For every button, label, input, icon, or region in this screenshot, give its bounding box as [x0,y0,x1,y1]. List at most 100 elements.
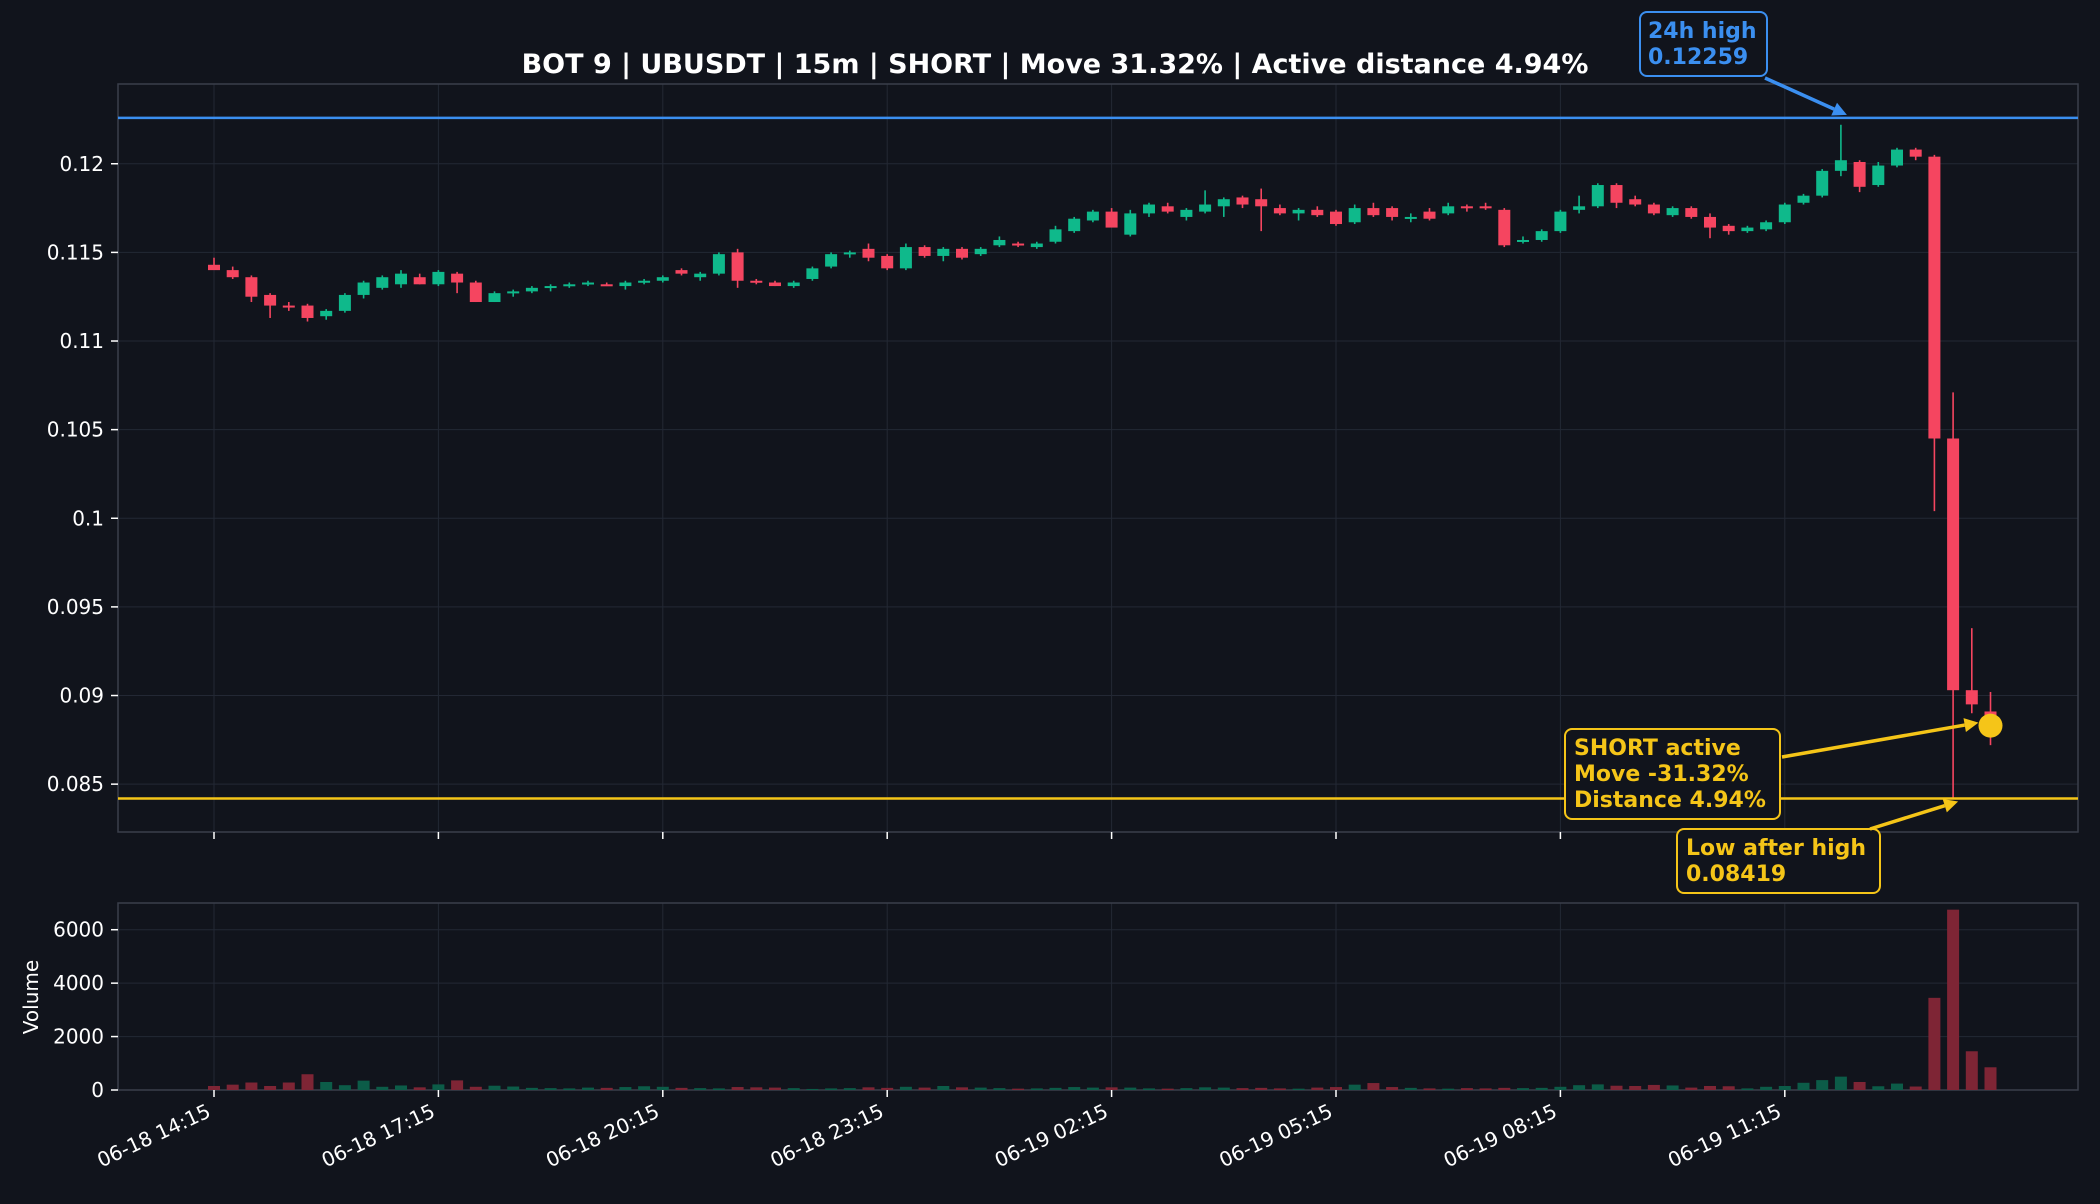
volume-bar [1554,1086,1567,1090]
short-annotation-move: Move -31.32% [1574,762,1749,787]
volume-bar [432,1084,445,1090]
volume-bar [1404,1087,1417,1090]
volume-bar [1853,1081,1866,1090]
volume-bar [1423,1088,1436,1090]
candle-body [1573,206,1586,210]
volume-bar [1984,1067,1997,1090]
candle-body [544,286,557,289]
candle-body [1105,211,1118,228]
short-annotation: SHORT active Move -31.32% Distance 4.94% [1564,718,1979,820]
volume-bar [993,1088,1006,1090]
candle-body [1928,156,1941,439]
volume-bar [525,1087,538,1090]
volume-bar [712,1088,725,1090]
volume-bar [769,1087,781,1090]
volume-bar [264,1085,277,1090]
volume-bar [1068,1087,1081,1090]
candle-body [1591,185,1604,207]
low-annotation-arrowhead [1942,798,1959,813]
volume-bar [1573,1085,1586,1090]
candle-body [507,291,520,294]
candle-body [675,270,688,274]
volume-bar [1012,1088,1025,1090]
volume-bar [1965,1051,1978,1090]
volume-bar [469,1086,482,1090]
volume-bar [1199,1087,1212,1090]
candle-body [208,264,220,271]
candle-body [1778,204,1791,223]
volume-bar [282,1082,295,1090]
candle-body [638,280,651,283]
short-annotation-status: SHORT active [1574,736,1741,761]
candle-body [1704,216,1716,228]
candle-body [357,282,370,295]
price-y-tick-label: 0.115 [47,240,104,264]
volume-bar [1797,1082,1810,1090]
price-y-tick-label: 0.09 [59,684,104,708]
volume-bar [1124,1087,1137,1090]
candle-body [1535,231,1548,240]
price-y-tick-label: 0.1 [72,506,104,530]
volume-bar [1610,1085,1623,1090]
volume-bar [1722,1086,1735,1090]
low-annotation-box [1676,828,1881,894]
volume-bar [357,1080,370,1090]
volume-bar [862,1087,875,1090]
volume-bar [1255,1087,1268,1090]
candle-body [582,282,594,285]
volume-y-tick-label: 6000 [53,918,104,942]
high-annotation-value: 0.12259 [1648,45,1748,70]
volume-bar [787,1088,800,1090]
volume-bar [806,1088,819,1090]
volume-bar [1143,1088,1155,1090]
volume-y-tick-label: 0 [91,1078,104,1102]
candle-body [413,277,426,285]
candle-body [769,282,781,287]
volume-bar [544,1088,557,1090]
short-annotation-arrowhead [1963,718,1979,732]
volume-bar [1947,909,1960,1090]
candle-body [806,268,819,279]
candle-body [1124,213,1137,235]
short-annotation-arrow [1781,723,1966,759]
candle-body [320,310,333,317]
candle-body [712,254,725,274]
candle-body [600,284,613,287]
volume-bar [1517,1088,1529,1090]
candle-body [1685,208,1698,217]
volume-bar [694,1088,707,1090]
candle-body [1199,204,1212,212]
candle-body [656,277,669,281]
volume-bar [1535,1087,1548,1090]
volume-bar [1292,1088,1305,1090]
volume-bar [1273,1088,1286,1090]
volume-bar [974,1087,987,1090]
candle-body [731,252,744,281]
candle-body [1217,199,1230,207]
volume-bar [1685,1087,1698,1090]
high-annotation-box [1639,11,1768,77]
candle-body [1872,165,1885,186]
volume-bar [1086,1087,1099,1090]
volume-bar [1666,1085,1679,1090]
candle-body [469,282,482,303]
volume-bar [825,1088,838,1090]
candle-body [1311,209,1324,216]
candle-body [1965,690,1978,705]
candle-body [525,287,538,292]
candle-body [1386,208,1399,217]
volume-y-axis: 0 2000 4000 6000 [53,918,118,1102]
volume-bar [1816,1080,1829,1090]
volume-bar [1629,1085,1642,1090]
candle-body [1629,199,1642,205]
volume-bar [1778,1085,1791,1090]
candle-body [338,294,351,311]
candle-body [825,254,838,267]
volume-bar [395,1085,407,1090]
candle-body [563,284,576,287]
short-annotation-distance: Distance 4.94% [1574,788,1766,813]
candle-body [1404,216,1417,219]
candle-body [1834,160,1847,171]
